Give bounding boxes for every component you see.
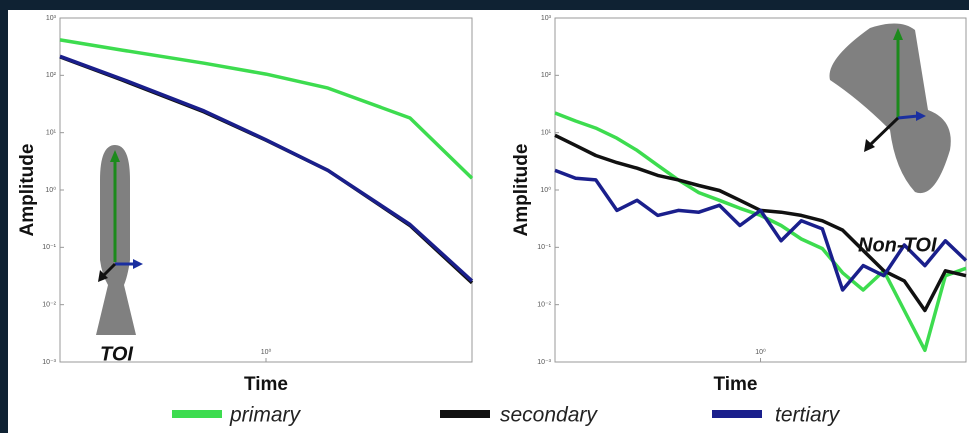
y-tick-label: 10¹ xyxy=(46,130,57,137)
non-toi-icon xyxy=(829,23,951,194)
legend-swatch xyxy=(172,410,222,418)
x-tick-label: 10⁰ xyxy=(261,348,272,356)
y-tick-label: 10⁻³ xyxy=(42,359,56,366)
series-line xyxy=(59,54,474,283)
y-tick-label: 10⁻¹ xyxy=(537,244,551,251)
y-tick-label: 10⁻¹ xyxy=(42,244,56,251)
y-axis-label: Amplitude xyxy=(17,144,38,237)
y-tick-label: 10⁻² xyxy=(42,302,56,309)
y-tick-label: 10³ xyxy=(46,15,57,22)
y-tick-label: 10⁰ xyxy=(540,186,551,194)
y-tick-label: 10⁻² xyxy=(537,302,551,309)
x-axis-label: Time xyxy=(713,374,757,395)
series-line xyxy=(554,111,967,353)
legend-label: tertiary xyxy=(775,404,841,427)
annotation: Non-TOI xyxy=(858,234,937,256)
x-tick-label: 10⁰ xyxy=(755,348,766,356)
legend-swatch xyxy=(440,410,490,418)
annotation: TOI xyxy=(100,343,133,365)
y-axis-label: Amplitude xyxy=(511,144,532,237)
series-line xyxy=(59,38,474,180)
y-tick-label: 10⁰ xyxy=(45,186,56,194)
y-tick-label: 10² xyxy=(541,72,552,79)
x-axis-label: Time xyxy=(244,374,288,395)
series-line xyxy=(554,168,968,292)
toi-icon xyxy=(96,145,143,335)
y-tick-label: 10³ xyxy=(541,15,552,22)
y-tick-label: 10¹ xyxy=(541,130,552,137)
legend-swatch xyxy=(712,410,762,418)
y-tick-label: 10² xyxy=(46,72,57,79)
legend-label: primary xyxy=(229,404,302,427)
legend-label: secondary xyxy=(500,404,598,427)
y-tick-label: 10⁻³ xyxy=(537,359,551,366)
